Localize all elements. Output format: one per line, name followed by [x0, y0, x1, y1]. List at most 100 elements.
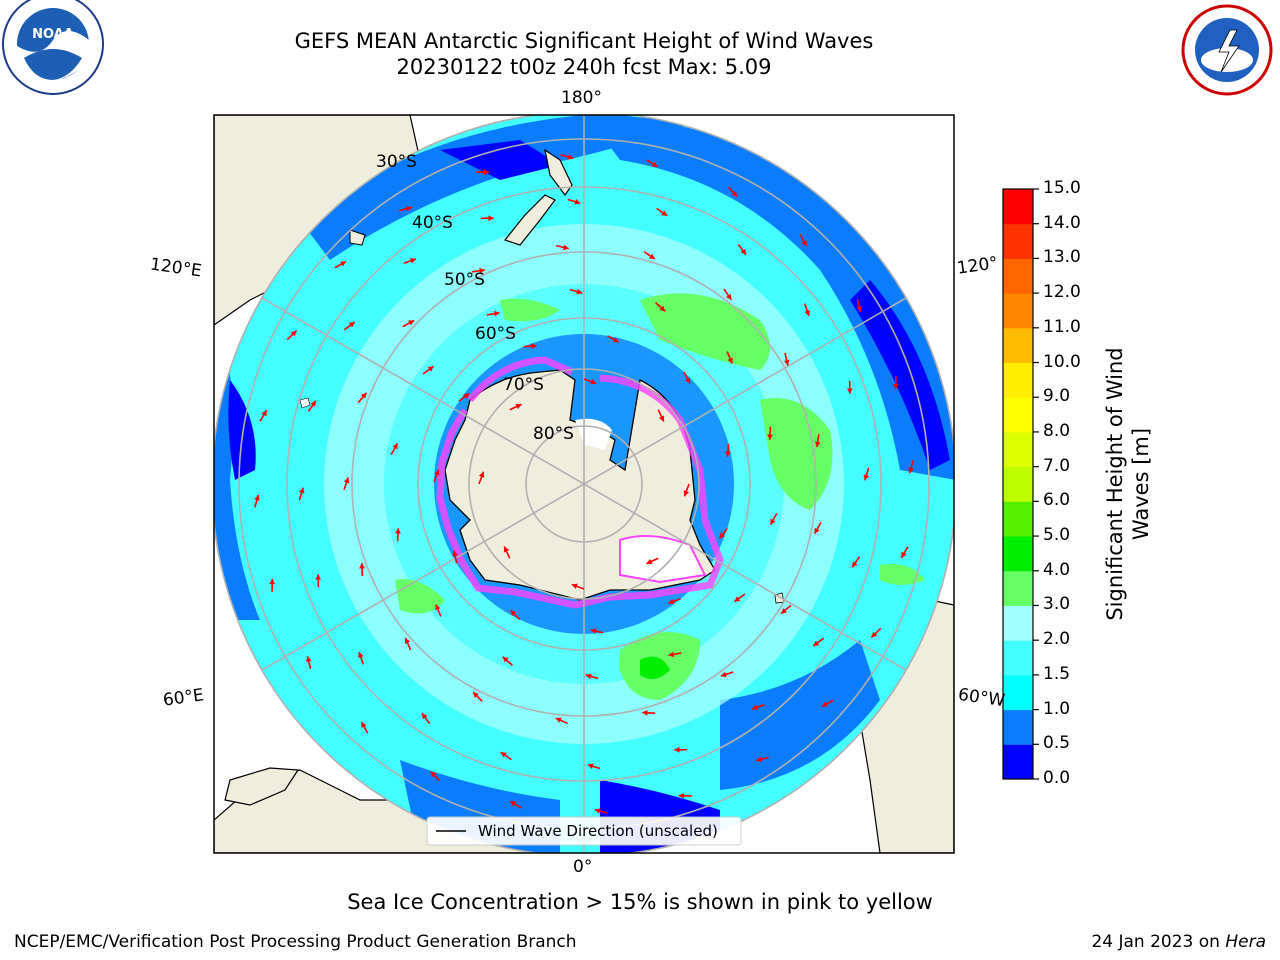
wind-arrow-head	[531, 343, 537, 350]
colorbar-tick-label: 0.5	[1043, 733, 1071, 754]
wind-arrow-head	[590, 378, 597, 385]
colorbar-tick-label: 12.0	[1043, 282, 1081, 303]
wind-arrow-head	[473, 692, 479, 698]
wind-arrow-head	[315, 574, 322, 580]
wind-arrow-head	[430, 771, 437, 778]
colorbar-segment	[1003, 362, 1033, 398]
wind-arrow-head	[740, 248, 747, 255]
wind-arrow-head	[642, 709, 648, 716]
wind-arrow-head	[651, 161, 658, 167]
colorbar-segment	[1003, 189, 1033, 225]
wind-arrow-head	[668, 598, 675, 605]
colorbar-segment	[1003, 466, 1033, 502]
colorbar-tick-label: 15.0	[1043, 178, 1081, 198]
madagascar-land	[224, 767, 300, 806]
lat-label-50s: 50°S	[444, 270, 485, 290]
wind-arrow-head	[434, 469, 440, 476]
wind-arrow-head	[814, 527, 820, 534]
wind-arrow-head	[892, 383, 899, 390]
wind-arrow-head	[674, 746, 680, 753]
map-legend	[426, 816, 742, 846]
lon-label-0: 0°	[573, 857, 593, 877]
wind-arrow-head	[731, 190, 738, 197]
wind-arrow-head	[646, 558, 653, 565]
wind-arrow-head	[856, 306, 863, 312]
wind-arrow-head	[479, 267, 485, 274]
wind-arrow-head	[734, 596, 741, 602]
wind-arrow-head	[668, 651, 675, 658]
wind-arrow-head	[503, 546, 510, 553]
wind-arrows	[254, 154, 914, 814]
wind-arrow-head	[478, 471, 485, 478]
colorbar-segment	[1003, 570, 1033, 606]
wind-arrow-head	[908, 467, 914, 474]
wind-arrow-head	[340, 261, 347, 267]
lat-label-70s: 70°S	[503, 375, 544, 395]
lat-label-30s: 30°S	[376, 152, 417, 172]
graticule	[214, 115, 954, 853]
footer-credit: NCEP/EMC/Verification Post Processing Pr…	[14, 932, 577, 952]
wind-arrow-head	[752, 704, 758, 710]
wind-arrow-head	[678, 792, 685, 799]
wind-arrow-head	[435, 604, 441, 611]
colorbar-tick-label: 2.0	[1043, 629, 1071, 650]
colorbar-tick-label: 13.0	[1043, 247, 1081, 268]
colorbar-segment	[1003, 293, 1033, 329]
colorbar-segment	[1003, 709, 1033, 745]
colorbar-tick-label: 3.0	[1043, 594, 1071, 615]
wind-arrow-head	[901, 551, 907, 558]
colorbar-segment	[1003, 223, 1033, 259]
colorbar-segment	[1003, 327, 1033, 364]
wind-arrow-head	[590, 628, 597, 634]
legend-label: Wind Wave Direction (unscaled)	[478, 822, 718, 840]
wind-arrow-head	[719, 532, 725, 539]
wind-arrow-head	[298, 487, 305, 494]
wind-arrow-head	[502, 656, 509, 663]
wind-arrow-head	[510, 610, 517, 617]
colorbar-tick-label: 6.0	[1043, 490, 1071, 511]
lat-label-60s: 60°S	[475, 324, 516, 344]
wind-arrow-head	[725, 293, 732, 300]
wind-arrow-head	[684, 377, 691, 384]
wind-arrow-head	[781, 608, 787, 614]
wind-arrow-head	[648, 253, 655, 260]
lat-label-80s: 80°S	[533, 424, 574, 444]
colorbar-tick-label: 8.0	[1043, 420, 1071, 441]
wind-arrow-head	[361, 721, 367, 728]
wind-arrow-head	[261, 410, 267, 417]
colorbar-tick-label: 14.0	[1043, 212, 1081, 233]
noaa-logo: NOAA	[0, 0, 110, 95]
colorbar-tick-label: 11.0	[1043, 316, 1081, 337]
wind-arrow-head	[404, 637, 411, 644]
wind-arrow-head	[814, 441, 821, 448]
wind-arrow-head	[567, 154, 574, 160]
wind-arrow-head	[571, 583, 578, 590]
colorbar-tick-label: 0.0	[1043, 768, 1071, 788]
wind-arrow-head	[358, 652, 364, 658]
footer-host: Hera	[1225, 932, 1266, 952]
colorbar-segment	[1003, 397, 1033, 433]
wind-arrow-head	[406, 205, 412, 212]
colorbar-tick-label: 10.0	[1043, 351, 1081, 372]
wind-arrow-head	[585, 673, 592, 680]
colorbar-segment	[1003, 536, 1033, 572]
wind-arrow-head	[305, 656, 312, 662]
wind-arrow-head	[348, 321, 355, 328]
wind-arrow-head	[359, 563, 365, 569]
wind-arrow-head	[421, 713, 428, 720]
wind-arrow-head	[410, 258, 416, 264]
wind-arrow-head	[290, 330, 297, 337]
wind-arrow-head	[574, 198, 581, 205]
wind-arrow-head	[510, 801, 517, 807]
svg-text:NOAA: NOAA	[32, 27, 74, 42]
chart-subtitle: 20230122 t00z 240h fcst Max: 5.09	[396, 55, 772, 79]
wind-arrow-head	[821, 701, 828, 707]
wind-arrow-head	[720, 671, 727, 678]
map-frame	[213, 114, 955, 854]
wind-arrow-head	[452, 550, 458, 557]
colorbar-tick-label: 1.5	[1043, 663, 1071, 684]
wind-arrow-head	[427, 366, 434, 372]
footer-date-text: 24 Jan 2023 on	[1091, 932, 1226, 952]
colorbar-segment	[1003, 431, 1033, 468]
